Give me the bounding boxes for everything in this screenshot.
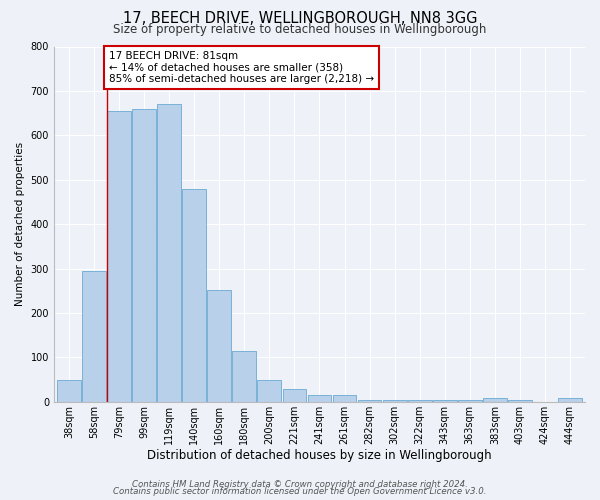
Bar: [483, 398, 507, 402]
Text: Contains HM Land Registry data © Crown copyright and database right 2024.: Contains HM Land Registry data © Crown c…: [132, 480, 468, 489]
Bar: [383, 400, 407, 402]
Bar: [57, 380, 81, 402]
Bar: [232, 350, 256, 402]
Bar: [558, 398, 582, 402]
Bar: [458, 400, 482, 402]
Bar: [408, 400, 431, 402]
Text: Contains public sector information licensed under the Open Government Licence v3: Contains public sector information licen…: [113, 487, 487, 496]
Text: 17 BEECH DRIVE: 81sqm
← 14% of detached houses are smaller (358)
85% of semi-det: 17 BEECH DRIVE: 81sqm ← 14% of detached …: [109, 51, 374, 84]
Bar: [82, 271, 106, 402]
Text: 17, BEECH DRIVE, WELLINGBOROUGH, NN8 3GG: 17, BEECH DRIVE, WELLINGBOROUGH, NN8 3GG: [123, 11, 477, 26]
Bar: [182, 188, 206, 402]
Bar: [508, 400, 532, 402]
Bar: [208, 290, 231, 402]
X-axis label: Distribution of detached houses by size in Wellingborough: Distribution of detached houses by size …: [147, 450, 492, 462]
Bar: [332, 395, 356, 402]
Bar: [283, 390, 307, 402]
Bar: [308, 395, 331, 402]
Bar: [157, 104, 181, 402]
Bar: [257, 380, 281, 402]
Text: Size of property relative to detached houses in Wellingborough: Size of property relative to detached ho…: [113, 22, 487, 36]
Bar: [132, 108, 156, 402]
Bar: [433, 400, 457, 402]
Bar: [107, 111, 131, 402]
Bar: [358, 400, 382, 402]
Y-axis label: Number of detached properties: Number of detached properties: [15, 142, 25, 306]
